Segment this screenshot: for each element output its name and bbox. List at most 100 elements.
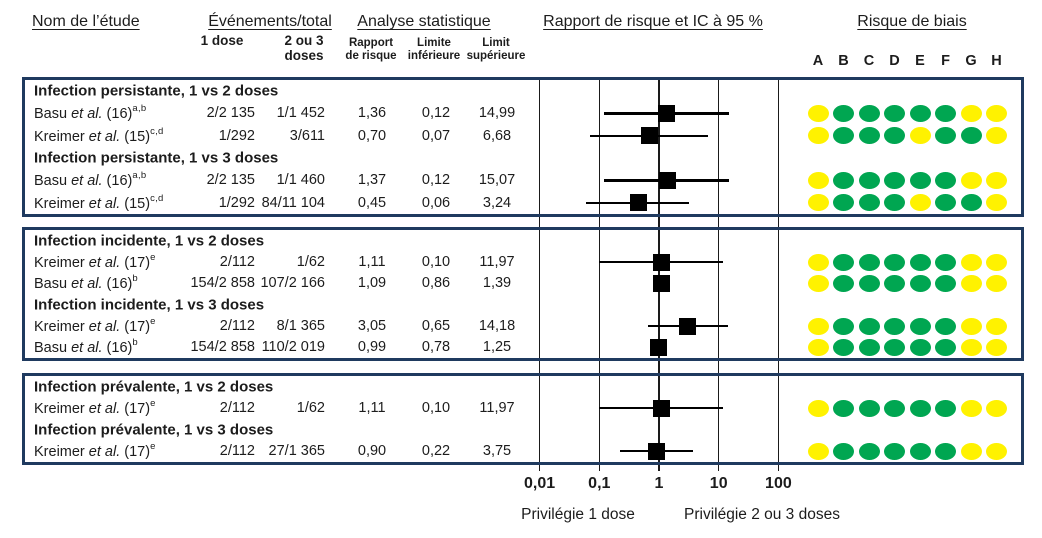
bias-dot-yellow	[960, 172, 982, 189]
bias-dot-yellow	[960, 105, 982, 122]
bias-dot-green	[858, 317, 880, 335]
bias-dot-green	[935, 253, 956, 271]
study-row: Kreimer et al. (15)c,d 1/292 3/611 0,70 0,07…	[25, 125, 1021, 147]
bias-dot-yellow	[909, 127, 931, 145]
bias-dot-yellow	[807, 172, 829, 189]
bias-dot-green	[833, 442, 854, 460]
bias-dot-green	[884, 399, 905, 417]
bias-dot-green	[833, 253, 854, 271]
risk-ratio-value: 1,37	[357, 172, 387, 189]
lower-limit-value: 0,65	[421, 317, 451, 334]
section-rows: Infection persistante, 1 vs 2 doses Basu …	[25, 80, 1021, 214]
group-header-label: Infection persistante, 1 vs 2 doses	[34, 82, 279, 100]
bias-dot-yellow	[986, 253, 1007, 271]
forest-gridline	[598, 80, 601, 471]
study-row: Kreimer et al. (17)e 2/112 8/1 365 3,05 0,65…	[25, 315, 1021, 336]
bias-dot-green	[833, 194, 854, 212]
bias-dot-green	[858, 399, 880, 417]
study-name: Kreimer et al. (17)e	[34, 252, 156, 271]
bias-dot-green	[858, 442, 880, 460]
events-1-dose: 2/112	[219, 253, 255, 270]
upper-limit-value: 1,25	[482, 339, 512, 356]
bias-dot-yellow	[986, 194, 1007, 212]
bias-letter-a: A	[812, 53, 824, 69]
subheader-1-dose: 1 dose	[200, 33, 244, 48]
events-1-dose: 2/112	[219, 400, 255, 417]
section-box: Infection incidente, 1 vs 2 doses Kreimer…	[22, 227, 1024, 361]
upper-limit-value: 3,75	[482, 443, 512, 460]
axis-tick-label: 0,01	[524, 475, 556, 492]
bias-dot-green	[884, 338, 905, 356]
upper-limit-value: 14,18	[478, 317, 516, 334]
risk-ratio-square	[650, 338, 668, 356]
upper-limit-value: 15,07	[478, 172, 516, 189]
column-header-study: Nom de l’étude	[32, 13, 140, 30]
bias-dot-green	[909, 317, 931, 335]
study-name: Kreimer et al. (17)e	[34, 398, 156, 418]
bias-dot-green	[833, 172, 854, 189]
study-row: Basu et al. (16)a,b 2/2 135 1/1 460 1,37 0,1…	[25, 169, 1021, 191]
bias-dot-green	[909, 253, 931, 271]
bias-dot-green	[884, 253, 905, 271]
events-1-dose: 1/292	[218, 127, 255, 144]
group-header-row: Infection incidente, 1 vs 3 doses	[25, 294, 1021, 315]
section-rows: Infection prévalente, 1 vs 2 doses Kreime…	[25, 376, 1021, 462]
lower-limit-value: 0,07	[421, 127, 451, 144]
section-box: Infection persistante, 1 vs 2 doses Basu …	[22, 77, 1024, 217]
lower-limit-value: 0,12	[421, 172, 451, 189]
bias-letter-f: F	[941, 53, 950, 69]
events-2-or-3-doses: 107/2 166	[260, 275, 325, 292]
bias-dot-green	[884, 317, 905, 335]
bias-dot-green	[935, 127, 956, 145]
forest-gridline	[717, 80, 720, 471]
bias-letter-d: D	[889, 53, 900, 69]
study-name: Basu et al. (16)a,b	[34, 170, 147, 190]
risk-ratio-square	[658, 172, 676, 189]
group-header-row: Infection incidente, 1 vs 2 doses	[25, 230, 1021, 251]
study-row: Kreimer et al. (15)c,d 1/292 84/11 104 0,45…	[25, 192, 1021, 214]
lower-limit-value: 0,06	[421, 194, 451, 211]
study-row: Kreimer et al. (17)e 2/112 1/62 1,11 0,10 11,…	[25, 398, 1021, 420]
bias-dot-yellow	[986, 172, 1007, 189]
events-2-or-3-doses: 27/1 365	[268, 443, 325, 460]
group-header-row: Infection persistante, 1 vs 3 doses	[25, 147, 1021, 169]
study-name: Kreimer et al. (15)c,d	[34, 125, 164, 145]
lower-limit-value: 0,78	[421, 339, 451, 356]
study-row: Basu et al. (16)b 154/2 858 110/2 019 0,99 0…	[25, 337, 1021, 358]
study-name: Basu et al. (16)a,b	[34, 103, 147, 123]
axis-tick-label: 1	[654, 475, 664, 492]
group-header-label: Infection incidente, 1 vs 3 doses	[34, 296, 265, 314]
bias-dot-yellow	[960, 317, 982, 335]
events-2-or-3-doses: 110/2 019	[261, 339, 325, 356]
bias-dot-green	[935, 442, 956, 460]
events-2-or-3-doses: 3/611	[289, 127, 325, 144]
bias-letter-e: E	[915, 53, 925, 69]
study-name: Kreimer et al. (17)e	[34, 441, 156, 461]
bias-dot-yellow	[960, 253, 982, 271]
study-row: Kreimer et al. (17)e 2/112 1/62 1,11 0,10 11,…	[25, 251, 1021, 272]
bias-dot-green	[858, 105, 880, 122]
bias-dot-green	[833, 274, 854, 292]
risk-ratio-square	[652, 274, 670, 292]
bias-dot-yellow	[807, 105, 829, 122]
bias-dot-green	[858, 338, 880, 356]
risk-ratio-value: 0,90	[357, 443, 387, 460]
bias-dot-green	[935, 172, 956, 189]
events-2-or-3-doses: 1/62	[296, 253, 325, 270]
bias-dot-yellow	[807, 338, 829, 356]
group-header-label: Infection prévalente, 1 vs 2 doses	[34, 378, 274, 396]
bias-dot-yellow	[986, 399, 1007, 417]
bias-dot-yellow	[986, 105, 1007, 122]
group-header-label: Infection prévalente, 1 vs 3 doses	[34, 421, 274, 439]
bias-dot-green	[858, 194, 880, 212]
upper-limit-value: 14,99	[478, 105, 516, 122]
bias-dot-yellow	[909, 194, 931, 212]
study-name: Basu et al. (16)b	[34, 273, 138, 293]
bias-letter-h: H	[991, 53, 1002, 69]
risk-ratio-square	[679, 317, 697, 335]
bias-dot-green	[935, 317, 956, 335]
bias-dot-yellow	[807, 127, 829, 145]
bias-dot-yellow	[960, 338, 982, 356]
column-header-risk-ratio-ci: Rapport de risque et IC à 95 %	[543, 13, 763, 30]
